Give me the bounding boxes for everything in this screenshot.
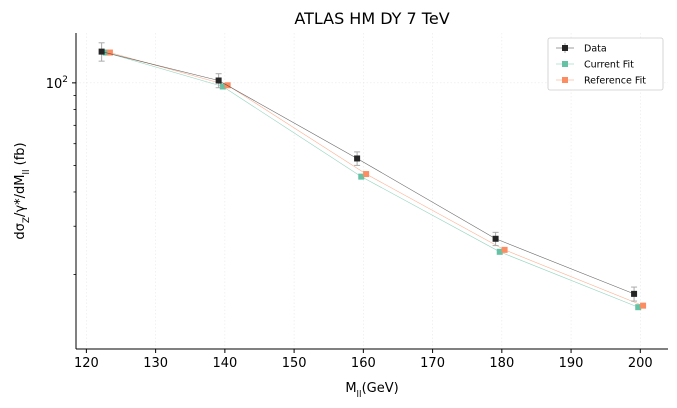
legend-marker bbox=[562, 45, 568, 51]
legend-item: Reference Fit bbox=[556, 76, 646, 87]
x-tick-label: 140 bbox=[212, 356, 237, 371]
data-point bbox=[631, 290, 638, 297]
data-point bbox=[501, 246, 508, 253]
data-point bbox=[492, 235, 499, 242]
legend-label: Current Fit bbox=[584, 60, 634, 71]
data-point bbox=[640, 302, 647, 309]
legend: Data Current Fit Reference Fit bbox=[547, 37, 664, 91]
y-axis-title: dσZ/γ*/dMll (fb) bbox=[13, 142, 32, 239]
series-data bbox=[98, 42, 638, 302]
series-layer bbox=[98, 42, 647, 311]
legend-item: Data bbox=[556, 43, 607, 55]
x-tick-label: 200 bbox=[628, 356, 653, 371]
data-point bbox=[215, 77, 222, 84]
data-point bbox=[106, 49, 113, 56]
x-tick-label: 160 bbox=[351, 356, 376, 371]
x-tick-label: 180 bbox=[489, 356, 514, 371]
x-tick-label: 130 bbox=[143, 356, 168, 371]
x-tick-label: 120 bbox=[74, 356, 99, 371]
data-point bbox=[358, 173, 365, 180]
axes: 120 130 140 150 160 170 180 190 200102Mll(GeV)dσ… bbox=[13, 33, 668, 400]
data-point bbox=[635, 304, 642, 311]
x-tick-label: 150 bbox=[282, 356, 307, 371]
x-tick-label: 170 bbox=[420, 356, 445, 371]
data-point bbox=[363, 171, 370, 178]
chart-title: ATLAS HM DY 7 TeV bbox=[294, 9, 449, 28]
x-tick-label: 190 bbox=[559, 356, 584, 371]
legend-label: Data bbox=[584, 44, 607, 55]
legend-item: Current Fit bbox=[556, 60, 634, 71]
legend-label: Reference Fit bbox=[584, 76, 646, 87]
legend-marker bbox=[562, 61, 568, 67]
data-point bbox=[354, 155, 361, 162]
data-point bbox=[98, 48, 105, 55]
legend-marker bbox=[562, 77, 568, 83]
data-point bbox=[496, 248, 503, 255]
data-point bbox=[219, 83, 226, 90]
legend-box bbox=[547, 37, 664, 91]
